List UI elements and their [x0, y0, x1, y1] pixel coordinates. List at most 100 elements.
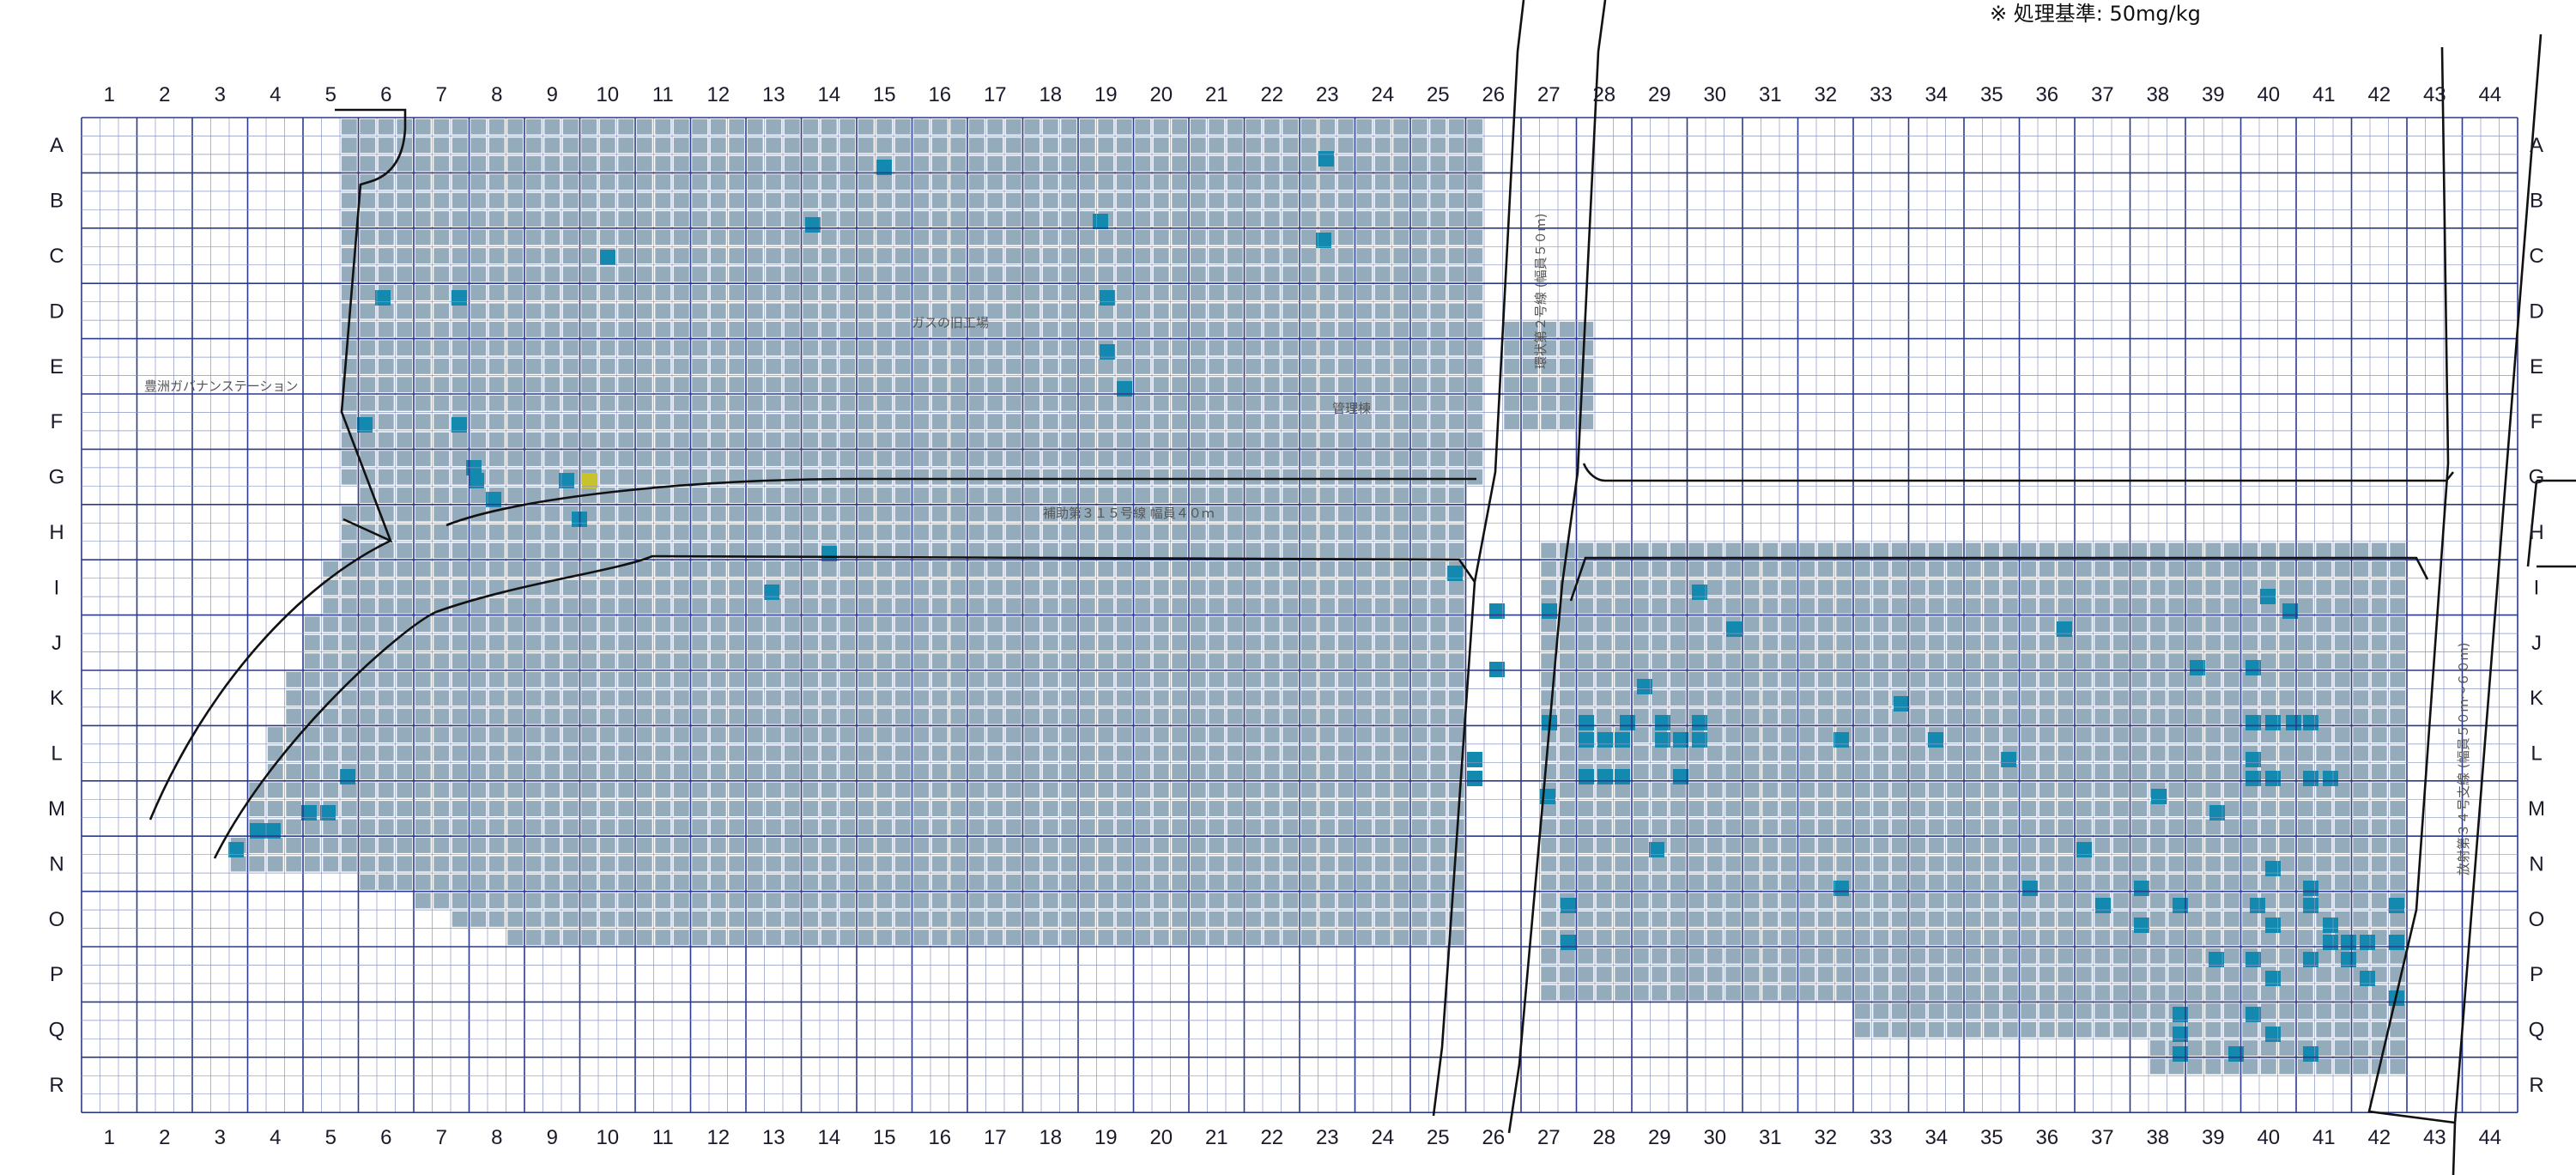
survey-cell	[1135, 340, 1151, 356]
survey-cell	[950, 321, 967, 337]
survey-cell	[987, 653, 1003, 669]
survey-cell	[673, 561, 689, 577]
survey-cell	[2223, 597, 2240, 614]
column-label-top: 9	[547, 83, 558, 106]
survey-cell	[397, 229, 413, 245]
survey-cell	[2297, 690, 2313, 706]
exceed-cell	[600, 250, 615, 265]
survey-cell	[1005, 285, 1021, 300]
survey-cell	[784, 211, 800, 227]
survey-cell	[1005, 708, 1021, 724]
survey-cell	[931, 488, 948, 503]
survey-cell	[931, 451, 948, 467]
survey-cell	[1984, 708, 2000, 724]
survey-cell	[1172, 561, 1188, 577]
survey-cell	[1079, 856, 1095, 872]
survey-cell	[2334, 966, 2350, 983]
survey-cell	[931, 782, 948, 798]
survey-cell	[636, 155, 652, 172]
survey-cell	[1891, 653, 1907, 669]
survey-cell	[525, 321, 542, 337]
survey-cell	[803, 893, 819, 909]
survey-cell	[931, 597, 948, 614]
survey-cell	[581, 579, 597, 596]
survey-cell	[1578, 377, 1594, 393]
survey-cell	[1688, 597, 1705, 614]
survey-cell	[987, 118, 1003, 135]
survey-cell	[415, 488, 431, 503]
survey-cell	[1596, 653, 1612, 669]
survey-cell	[1762, 930, 1779, 946]
survey-cell	[1209, 340, 1225, 356]
survey-cell	[1135, 248, 1151, 263]
survey-cell	[1448, 155, 1464, 172]
survey-cell	[821, 340, 837, 356]
survey-cell	[1282, 542, 1299, 559]
survey-cell	[1319, 838, 1336, 853]
survey-cell	[1411, 708, 1427, 724]
survey-cell	[1965, 764, 1981, 779]
survey-cell	[1190, 377, 1206, 393]
survey-cell	[1116, 229, 1132, 245]
survey-cell	[1448, 671, 1464, 687]
survey-cell	[2002, 542, 2018, 559]
survey-cell	[1762, 579, 1779, 596]
survey-cell	[2186, 634, 2203, 651]
survey-cell	[747, 930, 763, 946]
survey-cell	[876, 745, 893, 761]
survey-cell	[1559, 561, 1575, 577]
survey-cell	[1300, 597, 1317, 614]
survey-cell	[766, 911, 782, 927]
survey-cell	[655, 524, 671, 540]
survey-cell	[1393, 451, 1409, 467]
survey-cell	[1965, 708, 1981, 724]
survey-cell	[766, 616, 782, 633]
survey-cell	[2186, 561, 2203, 577]
survey-cell	[2205, 1058, 2221, 1075]
survey-cell	[452, 542, 468, 559]
exceed-cell	[1467, 752, 1482, 767]
survey-cell	[2371, 782, 2387, 798]
survey-cell	[544, 634, 561, 651]
survey-cell	[2371, 671, 2387, 687]
survey-cell	[710, 893, 726, 909]
survey-cell	[913, 248, 930, 263]
survey-cell	[821, 229, 837, 245]
survey-cell	[286, 856, 302, 872]
survey-cell	[2186, 966, 2203, 983]
survey-cell	[2002, 966, 2018, 983]
exceed-cell	[375, 290, 391, 306]
survey-cell	[692, 690, 708, 706]
column-label-top: 26	[1482, 83, 1505, 106]
survey-cell	[2002, 1003, 2018, 1020]
survey-cell	[267, 856, 283, 872]
survey-cell	[987, 838, 1003, 853]
survey-cell	[1024, 414, 1040, 430]
survey-cell	[2168, 801, 2185, 816]
row-label-right: B	[2530, 190, 2543, 213]
survey-cell	[2353, 745, 2369, 761]
survey-cell	[415, 616, 431, 633]
survey-cell	[968, 266, 985, 282]
survey-cell	[1153, 358, 1169, 374]
survey-cell	[2353, 764, 2369, 779]
survey-cell	[1836, 634, 1852, 651]
survey-cell	[378, 597, 394, 614]
survey-cell	[1153, 893, 1169, 909]
exceed-cell	[1579, 732, 1594, 748]
survey-cell	[470, 432, 487, 448]
survey-cell	[968, 690, 985, 706]
survey-cell	[784, 266, 800, 282]
survey-cell	[2131, 801, 2148, 816]
survey-cell	[360, 377, 376, 393]
column-label-bottom: 17	[984, 1126, 1007, 1149]
survey-cell	[1374, 561, 1391, 577]
survey-cell	[1005, 561, 1021, 577]
survey-cell	[1098, 745, 1114, 761]
survey-cell	[525, 303, 542, 319]
survey-cell	[525, 248, 542, 263]
survey-cell	[2205, 671, 2221, 687]
survey-cell	[1652, 542, 1668, 559]
boundary-line	[213, 610, 437, 859]
survey-cell	[2002, 634, 2018, 651]
